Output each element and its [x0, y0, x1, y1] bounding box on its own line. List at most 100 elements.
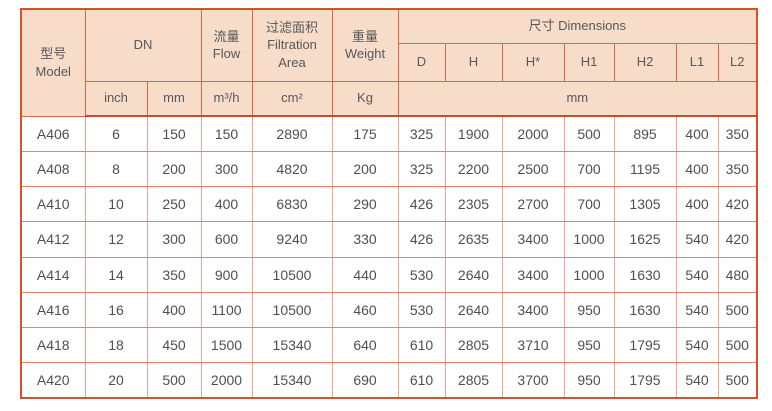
value-cell: 2805: [444, 327, 503, 364]
model-cell: A414: [20, 257, 86, 293]
value-cell: 540: [675, 257, 719, 293]
table-row: A406 6 150 150 2890 175 325 1900 2000 500 895 400 35…: [20, 116, 758, 152]
weight-column-header: 重量 Weight: [331, 8, 399, 82]
value-cell: 200: [146, 151, 202, 188]
value-cell: 1900: [444, 116, 503, 152]
value-cell: 4820: [251, 151, 333, 188]
value-cell: 18: [84, 327, 148, 364]
value-cell: 426: [397, 186, 446, 223]
value-cell: 480: [717, 257, 758, 293]
model-cell: A420: [20, 362, 86, 399]
table-row: A420 20 500 2000 15340 690 610 2805 3700 950 1795 5…: [20, 362, 758, 399]
value-cell: 1500: [200, 327, 253, 364]
value-cell: 1000: [563, 221, 615, 258]
value-cell: 400: [675, 151, 719, 188]
value-cell: 2000: [200, 362, 253, 399]
value-cell: 1625: [613, 221, 677, 258]
value-cell: 12: [84, 221, 148, 258]
value-cell: 600: [200, 221, 253, 258]
table-row: A416 16 400 1100 10500 460 530 2640 3400 950 1630 5…: [20, 292, 758, 329]
dim-col-header-hstar: H*: [501, 42, 565, 82]
model-cell: A406: [20, 116, 86, 152]
value-cell: 350: [146, 257, 202, 293]
value-cell: 540: [675, 362, 719, 399]
value-cell: 2640: [444, 292, 503, 329]
value-cell: 300: [200, 151, 253, 188]
flow-header-zh: 流量: [213, 28, 240, 44]
value-cell: 300: [146, 221, 202, 258]
unit-area-header: cm²: [251, 80, 333, 117]
model-cell: A410: [20, 186, 86, 223]
value-cell: 400: [200, 186, 253, 223]
model-cell: A418: [20, 327, 86, 364]
value-cell: 1100: [200, 292, 253, 329]
value-cell: 3710: [501, 327, 565, 364]
value-cell: 2805: [444, 362, 503, 399]
value-cell: 500: [717, 362, 758, 399]
value-cell: 150: [200, 116, 253, 152]
value-cell: 1795: [613, 362, 677, 399]
spec-table: 型号 Model DN 流量 Flow 过滤面积 Filtration Area…: [20, 8, 759, 399]
unit-inch-header: inch: [84, 80, 148, 117]
table-row: A408 8 200 300 4820 200 325 2200 2500 700 1195 400 3…: [20, 151, 758, 188]
unit-weight-header: Kg: [331, 80, 399, 117]
model-column-header: 型号 Model: [20, 8, 86, 117]
model-header-en: Model: [35, 63, 71, 79]
model-cell: A408: [20, 151, 86, 188]
value-cell: 610: [397, 362, 446, 399]
flow-header-en: Flow: [212, 46, 241, 62]
value-cell: 350: [717, 116, 758, 152]
value-cell: 500: [717, 327, 758, 364]
value-cell: 400: [675, 116, 719, 152]
dim-col-header-h1: H1: [563, 42, 615, 82]
value-cell: 700: [563, 186, 615, 223]
unit-dimensions-header: mm: [397, 80, 758, 117]
table-row: A412 12 300 600 9240 330 426 2635 3400 1000 1625 54…: [20, 221, 758, 258]
filtration-header-en: Filtration Area: [267, 37, 317, 71]
value-cell: 350: [717, 151, 758, 188]
dimensions-group-header: 尺寸 Dimensions: [397, 8, 758, 44]
value-cell: 150: [146, 116, 202, 152]
value-cell: 690: [331, 362, 399, 399]
value-cell: 500: [563, 116, 615, 152]
filtration-header-zh: 过滤面积: [265, 19, 318, 35]
dim-col-header-l1: L1: [675, 42, 719, 82]
value-cell: 950: [563, 292, 615, 329]
table-body: A406 6 150 150 2890 175 325 1900 2000 500 895 400 35…: [20, 116, 758, 399]
value-cell: 10500: [251, 257, 333, 293]
table-row: A418 18 450 1500 15340 640 610 2805 3710 950 1795 5…: [20, 327, 758, 364]
value-cell: 325: [397, 116, 446, 152]
value-cell: 610: [397, 327, 446, 364]
value-cell: 640: [331, 327, 399, 364]
model-header-zh: 型号: [40, 46, 67, 62]
value-cell: 15340: [251, 327, 333, 364]
value-cell: 3700: [501, 362, 565, 399]
value-cell: 3400: [501, 257, 565, 293]
value-cell: 1000: [563, 257, 615, 293]
value-cell: 1795: [613, 327, 677, 364]
value-cell: 1305: [613, 186, 677, 223]
value-cell: 2890: [251, 116, 333, 152]
value-cell: 330: [331, 221, 399, 258]
value-cell: 6: [84, 116, 148, 152]
value-cell: 8: [84, 151, 148, 188]
value-cell: 530: [397, 257, 446, 293]
value-cell: 460: [331, 292, 399, 329]
value-cell: 426: [397, 221, 446, 258]
dim-col-header-h2: H2: [613, 42, 677, 82]
value-cell: 700: [563, 151, 615, 188]
value-cell: 3400: [501, 292, 565, 329]
dim-col-header-d: D: [397, 42, 446, 82]
value-cell: 540: [675, 292, 719, 329]
value-cell: 500: [146, 362, 202, 399]
value-cell: 325: [397, 151, 446, 188]
value-cell: 175: [331, 116, 399, 152]
value-cell: 10: [84, 186, 148, 223]
value-cell: 900: [200, 257, 253, 293]
value-cell: 250: [146, 186, 202, 223]
value-cell: 420: [717, 221, 758, 258]
value-cell: 6830: [251, 186, 333, 223]
value-cell: 540: [675, 327, 719, 364]
dim-col-header-h: H: [444, 42, 503, 82]
